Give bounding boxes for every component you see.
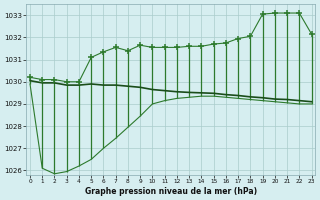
X-axis label: Graphe pression niveau de la mer (hPa): Graphe pression niveau de la mer (hPa) — [85, 187, 257, 196]
